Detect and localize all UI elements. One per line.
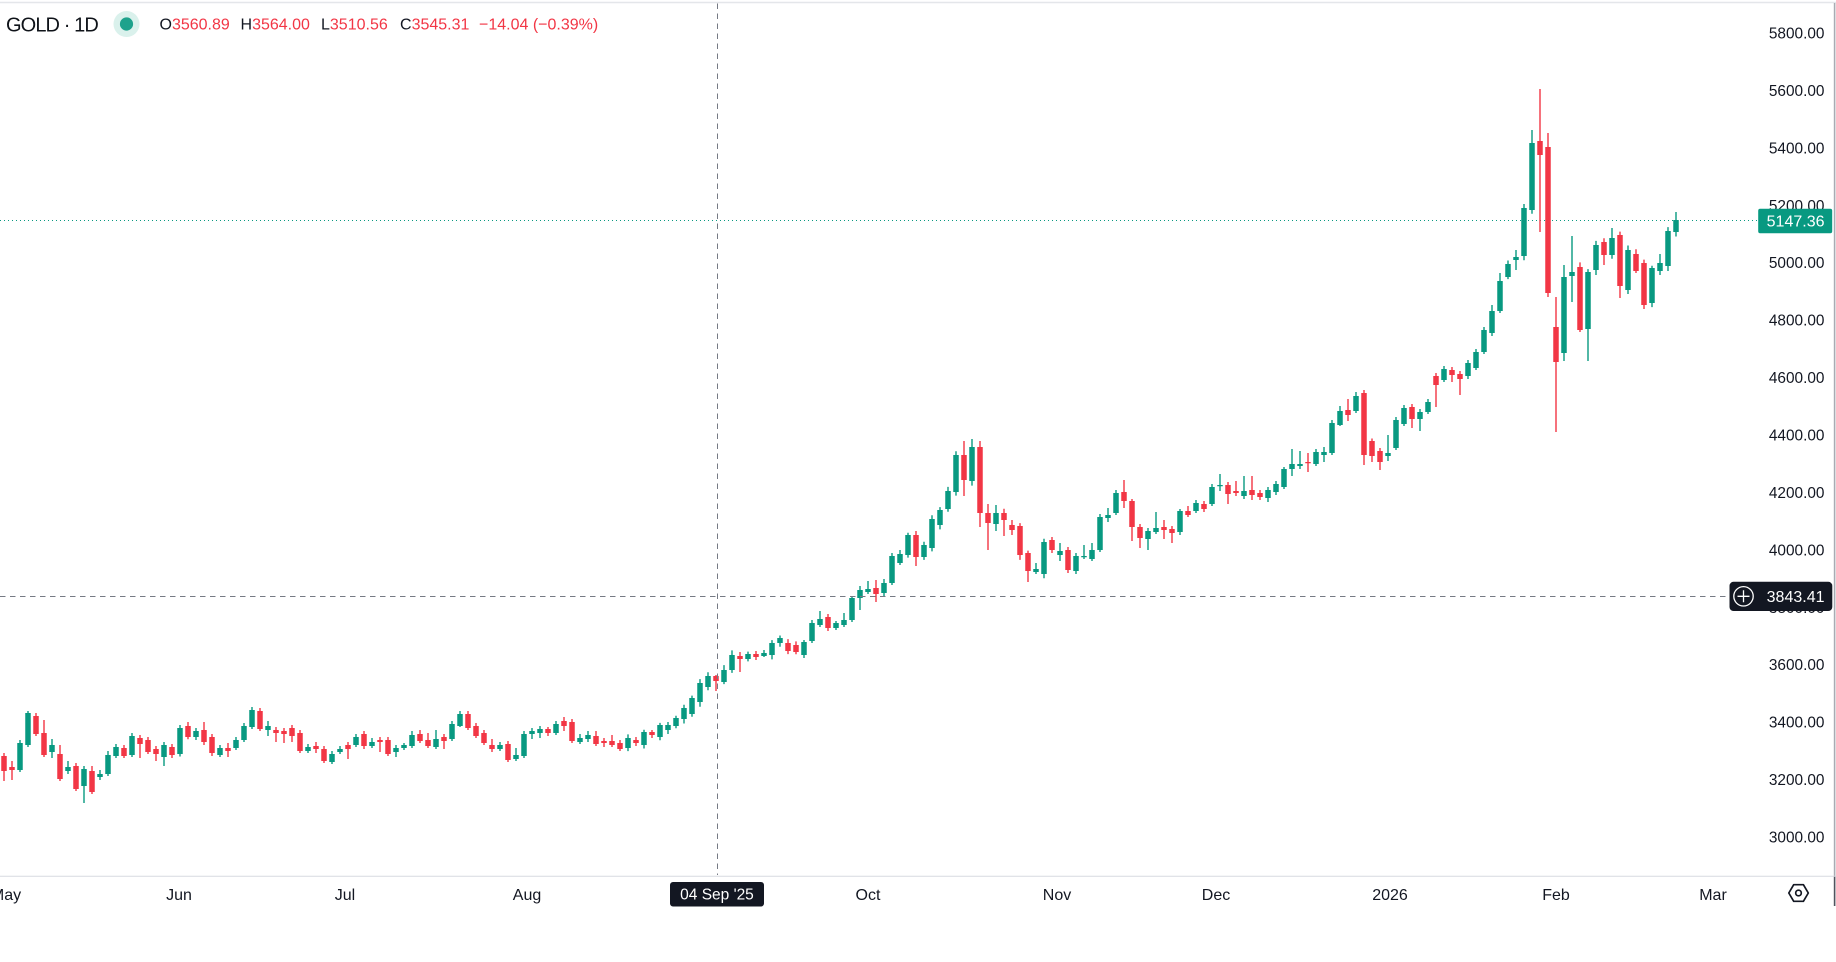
svg-text:2026: 2026: [1372, 887, 1408, 904]
svg-text:Mar: Mar: [1699, 887, 1727, 904]
svg-text:5147.36: 5147.36: [1767, 214, 1825, 231]
svg-text:Aug: Aug: [513, 887, 541, 904]
svg-text:Feb: Feb: [1542, 887, 1570, 904]
svg-text:Dec: Dec: [1202, 887, 1230, 904]
svg-text:Jun: Jun: [166, 887, 192, 904]
svg-text:5800.00: 5800.00: [1769, 26, 1825, 43]
svg-text:4000.00: 4000.00: [1769, 542, 1825, 559]
svg-text:O3560.89: O3560.89: [160, 17, 230, 34]
svg-text:Nov: Nov: [1043, 887, 1071, 904]
svg-text:L3510.56: L3510.56: [321, 17, 388, 34]
svg-text:3200.00: 3200.00: [1769, 772, 1825, 789]
svg-text:5000.00: 5000.00: [1769, 255, 1825, 272]
svg-text:H3564.00: H3564.00: [241, 17, 311, 34]
svg-text:C3545.31: C3545.31: [400, 17, 470, 34]
svg-text:4600.00: 4600.00: [1769, 370, 1825, 387]
svg-text:Jul: Jul: [335, 887, 355, 904]
svg-text:3600.00: 3600.00: [1769, 657, 1825, 674]
svg-text:04 Sep '25: 04 Sep '25: [680, 887, 754, 904]
svg-text:−14.04 (−0.39%): −14.04 (−0.39%): [479, 17, 598, 34]
svg-text:GOLD · 1D: GOLD · 1D: [6, 15, 98, 37]
svg-text:3400.00: 3400.00: [1769, 715, 1825, 732]
svg-text:5600.00: 5600.00: [1769, 83, 1825, 100]
svg-text:5400.00: 5400.00: [1769, 140, 1825, 157]
svg-text:Oct: Oct: [856, 887, 881, 904]
svg-text:3843.41: 3843.41: [1767, 589, 1825, 606]
svg-text:3000.00: 3000.00: [1769, 830, 1825, 847]
svg-text:4200.00: 4200.00: [1769, 485, 1825, 502]
svg-text:4400.00: 4400.00: [1769, 428, 1825, 445]
svg-text:4800.00: 4800.00: [1769, 313, 1825, 330]
svg-text:May: May: [0, 887, 21, 904]
